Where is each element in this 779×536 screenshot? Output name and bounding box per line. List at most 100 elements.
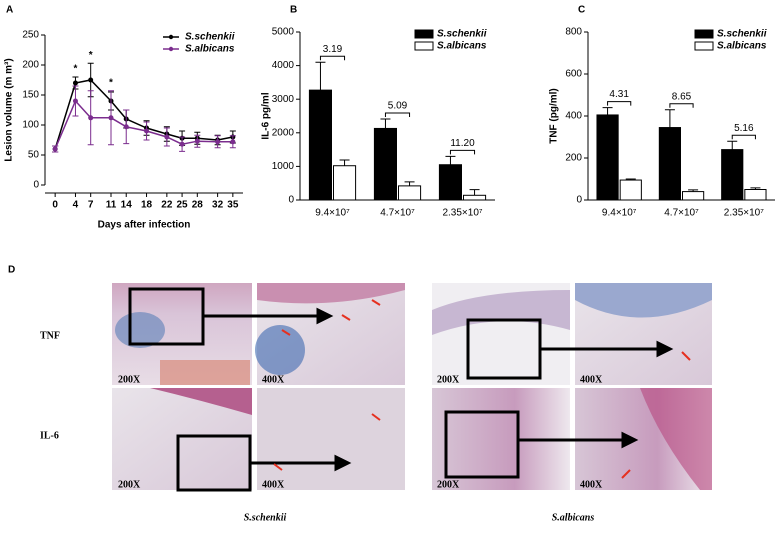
ratio-label: 8.65 — [672, 91, 692, 102]
red-arrow — [621, 469, 631, 479]
bar — [463, 194, 487, 201]
point — [52, 146, 58, 152]
error-bar — [404, 181, 415, 186]
bracket — [319, 55, 346, 61]
error-bar — [380, 118, 391, 129]
x-tick-label: 11 — [106, 200, 117, 211]
bar — [373, 127, 397, 201]
x-tick-label: 22 — [161, 200, 173, 211]
point — [194, 138, 200, 144]
y-tick-label: 50 — [28, 150, 40, 161]
bar — [682, 191, 705, 201]
red-arrow — [281, 329, 291, 336]
bar — [596, 114, 619, 201]
magnification: 400X — [262, 479, 285, 490]
legend-marker — [168, 46, 174, 52]
legend-label: S.albicans — [717, 41, 767, 52]
red-arrow — [273, 463, 283, 471]
bar — [721, 149, 744, 201]
point — [88, 115, 94, 121]
magnification: 200X — [437, 479, 460, 490]
x-tick-label: 2.35×10⁷ — [724, 208, 764, 219]
bar — [333, 165, 357, 201]
y-tick-label: 250 — [22, 30, 39, 41]
stain — [160, 360, 250, 385]
ratio-label: 3.19 — [323, 44, 343, 55]
group-label: S.albicans — [552, 512, 595, 523]
error-bar — [339, 159, 350, 166]
y-axis-label: TNF (pg/ml) — [549, 88, 560, 144]
point — [230, 139, 236, 145]
stain — [115, 312, 165, 348]
micrograph — [257, 388, 405, 490]
point — [179, 141, 185, 147]
row-label: IL-6 — [40, 430, 59, 441]
x-tick-label: 7 — [88, 200, 94, 211]
ratio-label: 5.09 — [388, 101, 408, 112]
arrow-head — [334, 454, 352, 472]
point — [123, 124, 129, 130]
series-line — [54, 99, 233, 150]
x-tick-label: 0 — [52, 200, 58, 211]
point — [164, 134, 170, 140]
red-arrow — [681, 351, 691, 361]
x-tick-label: 35 — [227, 200, 239, 211]
error-bar — [688, 189, 699, 192]
arrow-head — [621, 431, 639, 449]
bracket — [731, 134, 756, 140]
panel-label: C — [578, 5, 585, 16]
y-axis-label: Lesion volume (m m³) — [4, 58, 15, 161]
error-bar — [727, 140, 738, 150]
red-arrow — [371, 299, 381, 306]
error-bar — [602, 107, 613, 115]
ratio-label: 5.16 — [734, 123, 754, 134]
x-tick-label: 2.35×10⁷ — [442, 208, 482, 219]
y-tick-label: 400 — [565, 111, 582, 122]
magnification: 200X — [118, 479, 141, 490]
ratio-label: 11.20 — [450, 138, 475, 149]
y-tick-label: 0 — [33, 180, 39, 191]
legend-swatch — [694, 41, 714, 51]
y-tick-label: 100 — [22, 120, 39, 131]
red-arrow — [341, 314, 351, 321]
zoom-box — [444, 410, 520, 479]
error-bar — [664, 109, 675, 128]
red-arrow — [371, 413, 381, 421]
bracket — [449, 149, 476, 155]
point — [144, 128, 150, 134]
y-tick-label: 3000 — [272, 94, 295, 105]
y-tick-label: 5000 — [272, 27, 295, 38]
group-label: S.schenkii — [244, 512, 287, 523]
y-tick-label: 1000 — [272, 161, 295, 172]
magnification: 200X — [118, 374, 141, 385]
point — [215, 139, 221, 145]
magnification: 400X — [262, 374, 285, 385]
row-label: TNF — [40, 330, 60, 341]
panel-label: D — [8, 265, 15, 276]
y-tick-label: 600 — [565, 69, 582, 80]
bar — [398, 185, 422, 201]
bracket — [607, 101, 632, 106]
stain — [150, 388, 252, 415]
x-tick-label: 9.4×10⁷ — [315, 208, 350, 219]
y-tick-label: 4000 — [272, 60, 295, 71]
legend-label: S.schenkii — [185, 32, 235, 43]
bar — [308, 89, 332, 201]
magnification: 400X — [580, 479, 603, 490]
significance-star: * — [74, 64, 78, 75]
point — [72, 98, 78, 104]
bar — [619, 179, 642, 201]
stain — [255, 325, 305, 375]
point — [108, 115, 114, 121]
y-tick-label: 200 — [22, 60, 39, 71]
magnification: 200X — [437, 374, 460, 385]
error-bar — [469, 189, 480, 196]
y-tick-label: 150 — [22, 90, 39, 101]
bar — [658, 127, 681, 201]
y-tick-label: 2000 — [272, 127, 295, 138]
legend-label: S.schenkii — [437, 29, 487, 40]
bar — [744, 189, 767, 201]
bracket — [669, 103, 694, 108]
x-tick-label: 14 — [121, 200, 133, 211]
